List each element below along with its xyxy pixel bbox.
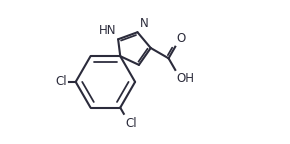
Text: HN: HN xyxy=(99,24,117,37)
Text: OH: OH xyxy=(176,72,195,85)
Text: Cl: Cl xyxy=(125,117,137,130)
Text: Cl: Cl xyxy=(55,75,67,88)
Text: O: O xyxy=(176,32,186,45)
Text: N: N xyxy=(139,17,148,30)
